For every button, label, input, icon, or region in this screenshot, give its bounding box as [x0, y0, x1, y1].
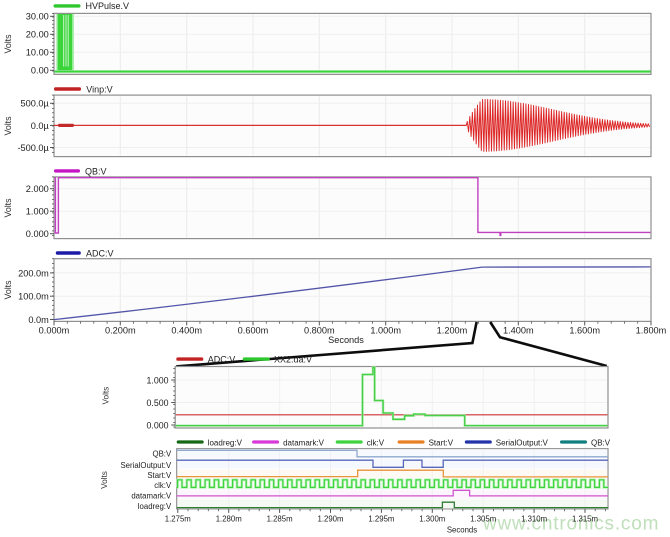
svg-text:QB:V: QB:V	[153, 450, 172, 459]
svg-text:0.0µ: 0.0µ	[31, 121, 50, 131]
svg-text:Seconds: Seconds	[328, 335, 364, 345]
svg-text:Volts: Volts	[3, 280, 13, 300]
svg-text:Start:V: Start:V	[429, 438, 454, 447]
svg-text:www.cntronics.com: www.cntronics.com	[482, 514, 659, 535]
svg-text:30.00: 30.00	[26, 12, 49, 22]
svg-text:1.600m: 1.600m	[569, 326, 600, 336]
svg-text:Start:V: Start:V	[147, 471, 172, 480]
svg-text:1.000m: 1.000m	[370, 326, 401, 336]
svg-text:1.285m: 1.285m	[267, 515, 293, 524]
svg-text:SerialOutput:V: SerialOutput:V	[496, 438, 549, 447]
svg-text:Volts: Volts	[3, 198, 13, 218]
svg-text:ADC:V: ADC:V	[208, 355, 236, 365]
svg-text:100.0m: 100.0m	[18, 292, 49, 302]
svg-text:0.500: 0.500	[146, 398, 168, 408]
svg-text:1.310m: 1.310m	[521, 515, 547, 524]
svg-text:loadreg:V: loadreg:V	[208, 438, 243, 447]
svg-text:1.000: 1.000	[26, 207, 49, 217]
svg-text:Seconds: Seconds	[447, 525, 477, 534]
svg-text:datamark:V: datamark:V	[283, 438, 325, 447]
svg-text:1.000: 1.000	[146, 375, 168, 385]
svg-text:0.200m: 0.200m	[105, 326, 136, 336]
svg-text:ADC:V: ADC:V	[86, 248, 114, 258]
svg-text:1.200m: 1.200m	[437, 326, 468, 336]
svg-text:clk:V: clk:V	[154, 481, 172, 490]
svg-text:1.300m: 1.300m	[419, 515, 445, 524]
svg-text:0.000: 0.000	[26, 229, 49, 239]
svg-text:loadreg:V: loadreg:V	[138, 502, 172, 511]
svg-text:0.000m: 0.000m	[39, 326, 70, 336]
svg-text:XX2.da:V: XX2.da:V	[274, 355, 312, 365]
svg-text:datamark:V: datamark:V	[131, 492, 172, 501]
svg-text:QB:V: QB:V	[591, 438, 611, 447]
svg-text:Vinp:V: Vinp:V	[86, 84, 112, 94]
svg-text:Volts: Volts	[3, 34, 13, 54]
svg-text:0.000: 0.000	[146, 420, 168, 430]
svg-text:0.00: 0.00	[31, 66, 49, 76]
svg-text:0.600m: 0.600m	[238, 326, 269, 336]
svg-text:10.00: 10.00	[26, 48, 49, 58]
svg-text:1.295m: 1.295m	[368, 515, 394, 524]
svg-text:clk:V: clk:V	[367, 438, 385, 447]
svg-text:1.800m: 1.800m	[636, 326, 667, 336]
svg-text:QB:V: QB:V	[85, 166, 107, 176]
svg-text:Volts: Volts	[102, 387, 111, 405]
svg-text:0.800m: 0.800m	[304, 326, 335, 336]
svg-text:Volts: Volts	[3, 116, 13, 136]
svg-text:0.400m: 0.400m	[171, 326, 202, 336]
svg-text:1.400m: 1.400m	[503, 326, 534, 336]
svg-text:200.0m: 200.0m	[18, 268, 49, 278]
svg-text:500.0µ: 500.0µ	[21, 99, 50, 109]
svg-text:SerialOutput:V: SerialOutput:V	[120, 461, 172, 470]
svg-text:2.000: 2.000	[26, 184, 49, 194]
svg-text:-500.0µ: -500.0µ	[17, 143, 49, 153]
svg-text:0.0m: 0.0m	[28, 315, 49, 325]
svg-text:Volts: Volts	[100, 471, 109, 489]
svg-text:HVPulse.V: HVPulse.V	[86, 1, 130, 11]
svg-text:1.280m: 1.280m	[216, 515, 242, 524]
svg-text:1.275m: 1.275m	[165, 515, 191, 524]
svg-text:20.00: 20.00	[26, 30, 49, 40]
svg-text:1.315m: 1.315m	[572, 515, 598, 524]
svg-text:1.290m: 1.290m	[317, 515, 343, 524]
svg-text:1.305m: 1.305m	[470, 515, 496, 524]
